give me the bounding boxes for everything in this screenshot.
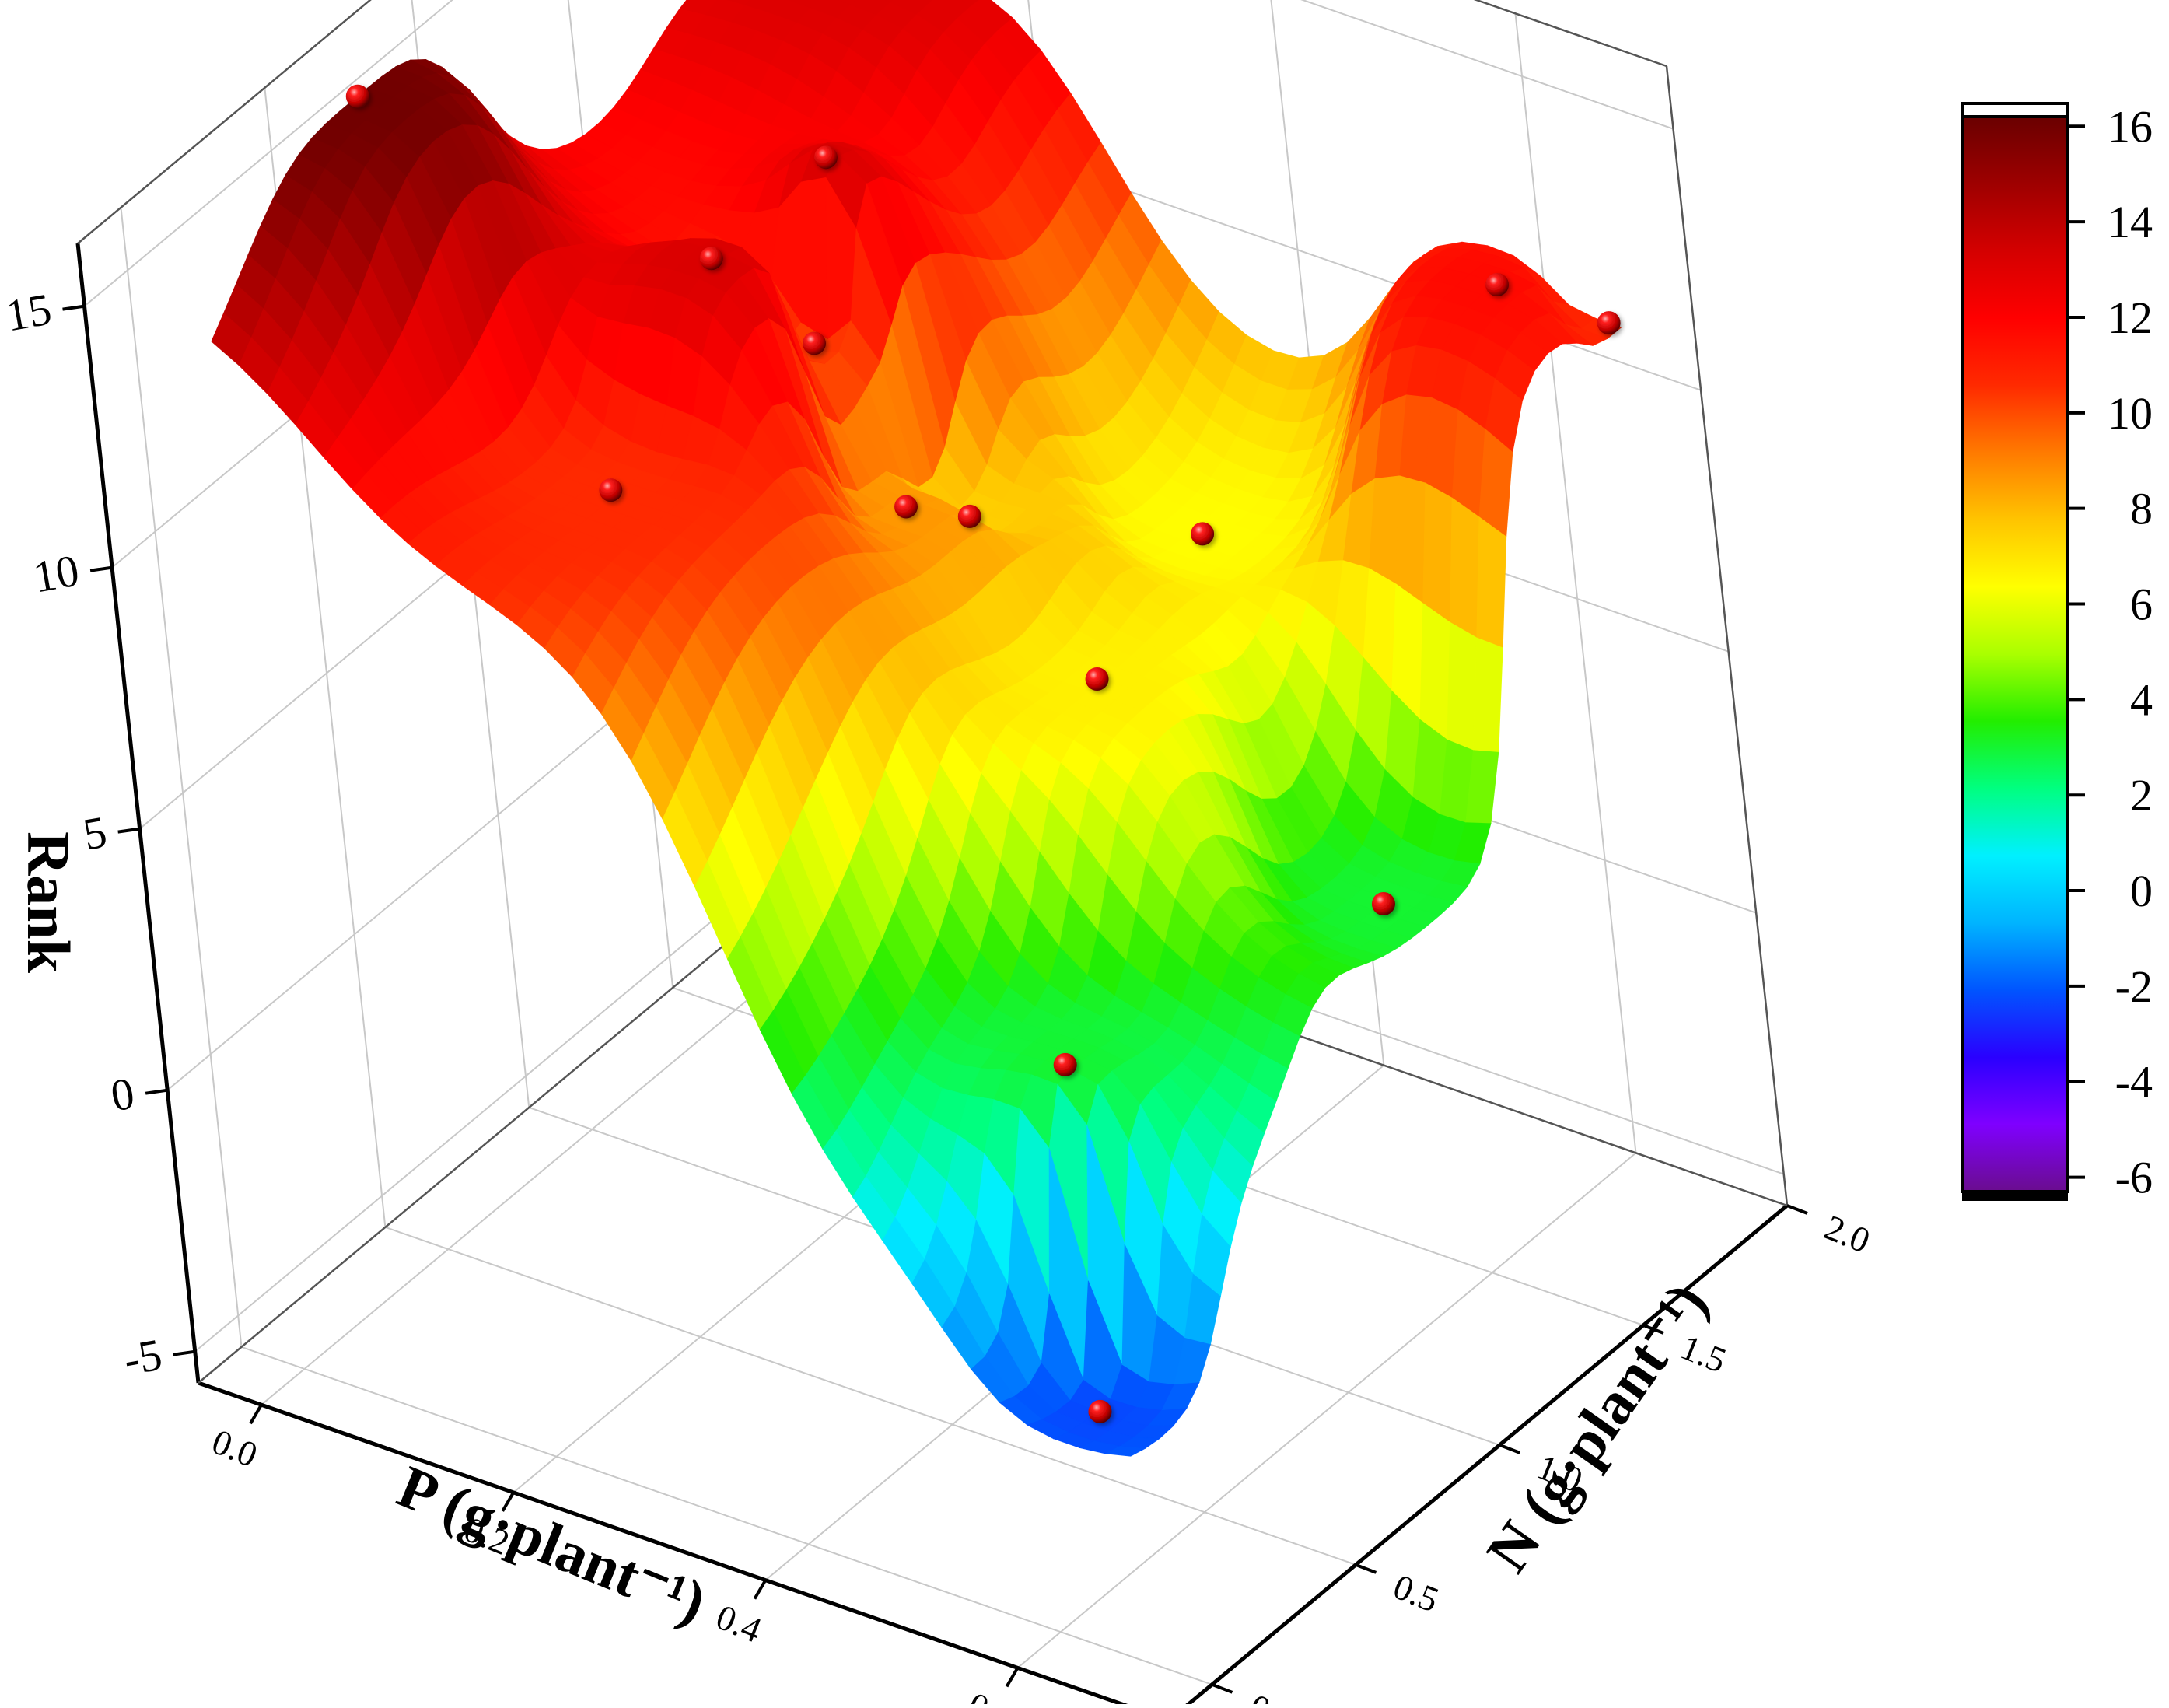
data-point <box>957 504 981 528</box>
colorbar-ticks: -6 -4 -2 0 2 4 6 8 10 12 14 16 <box>2068 101 2153 1203</box>
x-tick-mark <box>501 1491 515 1512</box>
z-tick-mark <box>62 304 85 311</box>
z-axis-title: Rank <box>15 831 82 974</box>
x-tick-mark <box>753 1579 768 1600</box>
data-point <box>699 247 723 271</box>
z-tick-mark <box>89 565 113 572</box>
x-tick-label: 0.0 <box>207 1421 263 1475</box>
surface-patch <box>1419 602 1450 740</box>
colorbar-tick-label: 12 <box>2108 292 2153 343</box>
grid-line <box>241 1346 1212 1685</box>
grid-line <box>1514 13 1637 1153</box>
data-point <box>599 478 623 502</box>
x-axis-line <box>198 1381 1139 1708</box>
z-tick-mark <box>117 827 140 834</box>
z-tick-mark <box>173 1349 196 1356</box>
y-tick-label: 2.0 <box>1819 1207 1875 1261</box>
grid-line <box>1016 1152 1637 1669</box>
y-tick-label: 0.0 <box>1244 1686 1300 1704</box>
surface-patch <box>1450 497 1480 639</box>
data-point <box>1085 667 1109 691</box>
frame-edge <box>1473 0 1667 68</box>
z-tick-label: -5 <box>120 1328 166 1384</box>
colorbar-tick-label: -2 <box>2115 961 2153 1012</box>
colorbar-gradient <box>1961 115 2069 1193</box>
y-axis-line <box>1181 1204 1789 1708</box>
z-tick-label: 10 <box>30 544 82 602</box>
colorbar: -6 -4 -2 0 2 4 6 8 10 12 14 16 <box>1961 101 2153 1203</box>
y-tick-mark <box>1786 1204 1808 1215</box>
frame-edge <box>1665 65 1789 1206</box>
data-point <box>1485 272 1510 296</box>
grid-line <box>1300 0 1674 130</box>
y-tick-mark <box>1355 1563 1377 1574</box>
surface-patch <box>1104 1446 1146 1457</box>
y-axis-title: N (g·plant⁻¹) <box>1473 1270 1720 1584</box>
surface-patch <box>1476 516 1507 649</box>
y-tick-mark <box>1211 1682 1233 1694</box>
colorbar-tick-label: 0 <box>2130 866 2153 916</box>
colorbar-tick-label: 2 <box>2130 770 2153 821</box>
x-tick-label: 0.6 <box>963 1685 1019 1704</box>
grid-line <box>83 0 453 307</box>
data-point <box>813 145 838 170</box>
surface-patch <box>800 177 828 341</box>
y-tick-mark <box>1499 1444 1520 1454</box>
data-points <box>345 84 1621 1423</box>
x-tick-label: 0.4 <box>711 1597 767 1650</box>
z-tick-label: 5 <box>79 806 110 859</box>
grid-line <box>194 835 814 1353</box>
x-tick-mark <box>1005 1667 1020 1688</box>
colorbar-tick-label: 16 <box>2108 101 2153 152</box>
surface-patch <box>1472 637 1503 753</box>
grid-line <box>385 1226 1356 1566</box>
colorbar-tick-label: 6 <box>2130 579 2153 630</box>
frame-edge <box>77 0 372 244</box>
colorbar-tick-label: 14 <box>2108 197 2153 247</box>
data-point <box>1191 522 1215 546</box>
surface-patch <box>1395 475 1426 604</box>
colorbar-bottom-cap <box>1962 1190 2068 1201</box>
data-point <box>345 84 369 108</box>
colorbar-tick-label: 8 <box>2130 484 2153 534</box>
z-axis-line <box>75 243 201 1384</box>
colorbar-tick-label: 10 <box>2108 388 2153 439</box>
surface-patch <box>1422 482 1453 623</box>
grid-line <box>120 207 243 1347</box>
z-tick-label: 15 <box>2 283 54 341</box>
data-point <box>1371 892 1395 916</box>
x-tick-mark <box>249 1404 263 1425</box>
y-tick-mark <box>1642 1324 1664 1335</box>
colorbar-tick-label: -6 <box>2115 1153 2153 1203</box>
colorbar-tick-label: -4 <box>2115 1057 2153 1108</box>
z-tick-label: 0 <box>107 1067 138 1121</box>
frame-edge <box>198 867 817 1384</box>
data-point <box>1597 311 1621 335</box>
colorbar-tick-label: 4 <box>2130 674 2153 725</box>
response-surface <box>211 0 1622 1457</box>
z-tick-mark <box>145 1088 168 1095</box>
y-tick-label: 0.5 <box>1388 1566 1444 1620</box>
data-point <box>803 331 827 355</box>
data-point <box>894 495 918 519</box>
data-point <box>1088 1399 1112 1423</box>
surface-patch <box>1447 621 1478 751</box>
data-point <box>1053 1052 1077 1076</box>
